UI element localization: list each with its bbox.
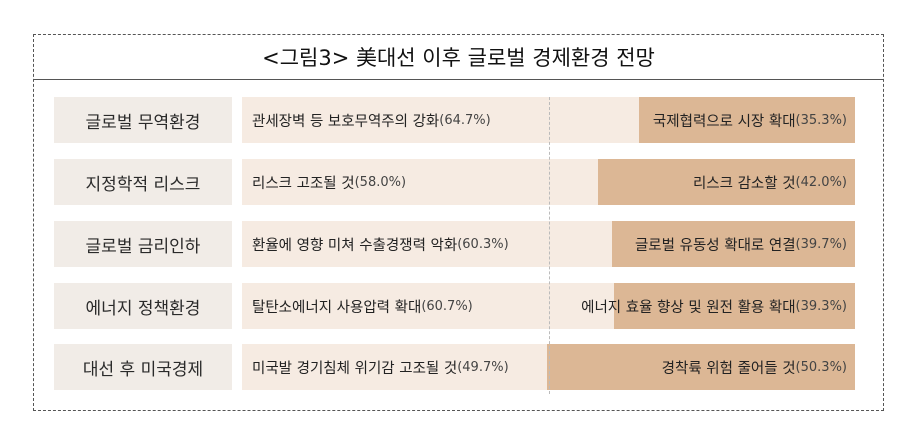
right-data-label: 리스크 감소할 것 (42.0%): [693, 159, 847, 205]
category-label: 대선 후 미국경제: [54, 344, 232, 390]
left-label-text: 탈탄소에너지 사용압력 확대: [252, 299, 422, 316]
right-percent: (42.0%): [795, 174, 847, 190]
left-data-label: 탈탄소에너지 사용압력 확대 (60.7%): [252, 283, 473, 329]
bar-right-segment: [638, 97, 855, 143]
bar-left-segment: 미국발 경기침체 위기감 고조될 것 (49.7%) 경착륙 위험 줄어들 것 (50…: [242, 344, 855, 390]
bar-right-segment: [614, 283, 855, 329]
right-data-label: 국제협력으로 시장 확대 (35.3%): [653, 97, 847, 143]
bar-right-segment: [597, 159, 855, 205]
left-percent: (60.7%): [421, 298, 473, 314]
left-label-text: 환율에 영향 미쳐 수출경쟁력 악화: [252, 237, 458, 254]
left-percent: (58.0%): [354, 174, 407, 190]
bar-row: 글로벌 무역환경 관세장벽 등 보호무역주의 강화 (64.7%) 국제협력으로 시장…: [54, 97, 864, 143]
right-percent: (35.3%): [795, 112, 847, 128]
right-label-text: 에너지 효율 향상 및 원전 활용 확대: [581, 299, 796, 316]
bar-row: 지정학적 리스크 리스크 고조될 것 (58.0%) 리스크 감소할 것 (42.0%): [54, 159, 864, 205]
category-label: 글로벌 금리인하: [54, 221, 232, 267]
left-label-text: 미국발 경기침체 위기감 고조될 것: [252, 360, 458, 377]
category-label: 글로벌 무역환경: [54, 97, 232, 143]
left-data-label: 미국발 경기침체 위기감 고조될 것 (49.7%): [252, 344, 509, 390]
right-label-text: 리스크 감소할 것: [692, 175, 796, 192]
bar-row: 글로벌 금리인하 환율에 영향 미쳐 수출경쟁력 악화 (60.3%) 글로벌 유동성…: [54, 221, 864, 267]
right-percent: (39.7%): [795, 236, 847, 252]
left-percent: (49.7%): [457, 359, 509, 375]
category-label: 에너지 정책환경: [54, 283, 232, 329]
left-data-label: 환율에 영향 미쳐 수출경쟁력 악화 (60.3%): [252, 221, 509, 267]
left-label-text: 리스크 고조될 것: [252, 175, 355, 192]
figure-title: <그림3> 美대선 이후 글로벌 경제환경 전망: [34, 35, 883, 80]
bar-right-segment: [546, 344, 855, 390]
bar-right-segment: [611, 221, 855, 267]
right-data-label: 경착륙 위험 줄어들 것 (50.3%): [662, 344, 847, 390]
right-label-text: 국제협력으로 시장 확대: [652, 113, 796, 130]
left-data-label: 리스크 고조될 것 (58.0%): [252, 159, 406, 205]
right-label-text: 경착륙 위험 줄어들 것: [661, 360, 796, 377]
left-label-text: 관세장벽 등 보호무역주의 강화: [252, 113, 440, 130]
bar-row: 대선 후 미국경제 미국발 경기침체 위기감 고조될 것 (49.7%) 경착륙 위험…: [54, 344, 864, 390]
right-data-label: 글로벌 유동성 확대로 연결 (39.7%): [635, 221, 847, 267]
right-data-label: 에너지 효율 향상 및 원전 활용 확대 (39.3%): [581, 283, 847, 329]
left-data-label: 관세장벽 등 보호무역주의 강화 (64.7%): [252, 97, 491, 143]
left-percent: (64.7%): [439, 112, 491, 128]
right-percent: (39.3%): [795, 298, 847, 314]
right-percent: (50.3%): [795, 359, 847, 375]
midline-divider: [548, 97, 550, 394]
right-label-text: 글로벌 유동성 확대로 연결: [634, 237, 796, 254]
figure-frame: <그림3> 美대선 이후 글로벌 경제환경 전망 글로벌 무역환경 관세장벽 등 …: [33, 34, 884, 411]
category-label: 지정학적 리스크: [54, 159, 232, 205]
left-percent: (60.3%): [457, 236, 509, 252]
bar-row: 에너지 정책환경 탈탄소에너지 사용압력 확대 (60.7%) 에너지 효율 향상 및…: [54, 283, 864, 329]
